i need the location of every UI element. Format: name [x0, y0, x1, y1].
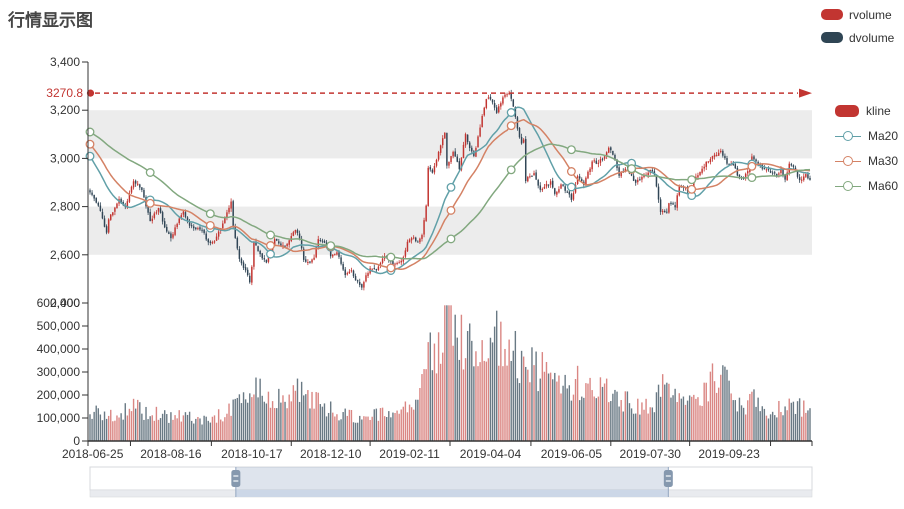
legend-item-rvolume[interactable]: rvolume — [821, 7, 894, 22]
volume-axis-tick: 300,000 — [37, 365, 81, 379]
legend-item-ma60[interactable]: Ma60 — [835, 178, 898, 194]
ma60-marker-icon — [835, 180, 861, 192]
price-axis-tick: 2,600 — [50, 248, 80, 262]
volume-axis-tick: 500,000 — [37, 319, 81, 333]
volume-axis-tick: 600,000 — [37, 296, 81, 310]
date-axis-tick: 2018-10-17 — [221, 447, 283, 461]
kline-swatch-icon — [835, 105, 859, 117]
price-axis-tick: 3,200 — [50, 103, 80, 117]
legend-item-ma30[interactable]: Ma30 — [835, 153, 898, 169]
datazoom-handle-left[interactable] — [231, 470, 241, 487]
ma60-line — [85, 127, 811, 262]
volume-axis-tick: 0 — [73, 434, 80, 448]
legend-item-dvolume[interactable]: dvolume — [821, 30, 894, 45]
datazoom-selection[interactable] — [235, 467, 669, 490]
ma30-marker-icon — [835, 155, 861, 167]
legend-item-kline[interactable]: kline — [835, 103, 898, 119]
volume-axis-tick: 400,000 — [37, 342, 81, 356]
date-axis-tick: 2018-08-16 — [140, 447, 202, 461]
markline-max-close: 3270.8 — [46, 86, 812, 100]
date-axis-tick: 2019-06-05 — [541, 447, 603, 461]
legend-label: kline — [866, 104, 891, 118]
price-grid-bands — [88, 110, 812, 255]
dvolume-swatch-icon — [821, 32, 843, 43]
volume-series — [89, 305, 811, 441]
legend-label: dvolume — [849, 30, 895, 45]
legend-label: Ma30 — [868, 154, 899, 168]
date-axis-tick: 2019-09-23 — [698, 447, 760, 461]
datazoom-strip-selection — [235, 490, 669, 497]
legend-item-ma20[interactable]: Ma20 — [835, 128, 898, 144]
datazoom-slider[interactable] — [89, 466, 813, 498]
price-axis-tick: 3,400 — [50, 55, 80, 69]
legend-label: Ma20 — [868, 129, 899, 143]
markline-label: 3270.8 — [46, 86, 83, 100]
price-axis-tick: 2,800 — [50, 200, 80, 214]
volume-axis-tick: 200,000 — [37, 388, 81, 402]
date-axis-tick: 2019-07-30 — [620, 447, 682, 461]
page-title: 行情显示图 — [8, 11, 93, 30]
legend-top: rvolume dvolume — [821, 7, 894, 53]
legend-label: Ma60 — [868, 179, 899, 193]
date-axis-tick: 2018-12-10 — [300, 447, 362, 461]
datazoom-handle-right[interactable] — [663, 470, 673, 487]
rvolume-swatch-icon — [821, 9, 843, 20]
date-axis-tick: 2018-06-25 — [62, 447, 124, 461]
ma20-marker-icon — [835, 130, 861, 142]
date-axis-tick: 2019-02-11 — [379, 447, 440, 461]
volume-axis-tick: 100,000 — [37, 411, 81, 425]
date-axis-tick: 2019-04-04 — [460, 447, 522, 461]
price-axis-tick: 2,400 — [50, 296, 80, 310]
price-axis-tick: 3,000 — [50, 151, 80, 165]
legend-right: kline Ma20 Ma30 Ma60 — [835, 103, 898, 203]
legend-label: rvolume — [849, 7, 892, 22]
